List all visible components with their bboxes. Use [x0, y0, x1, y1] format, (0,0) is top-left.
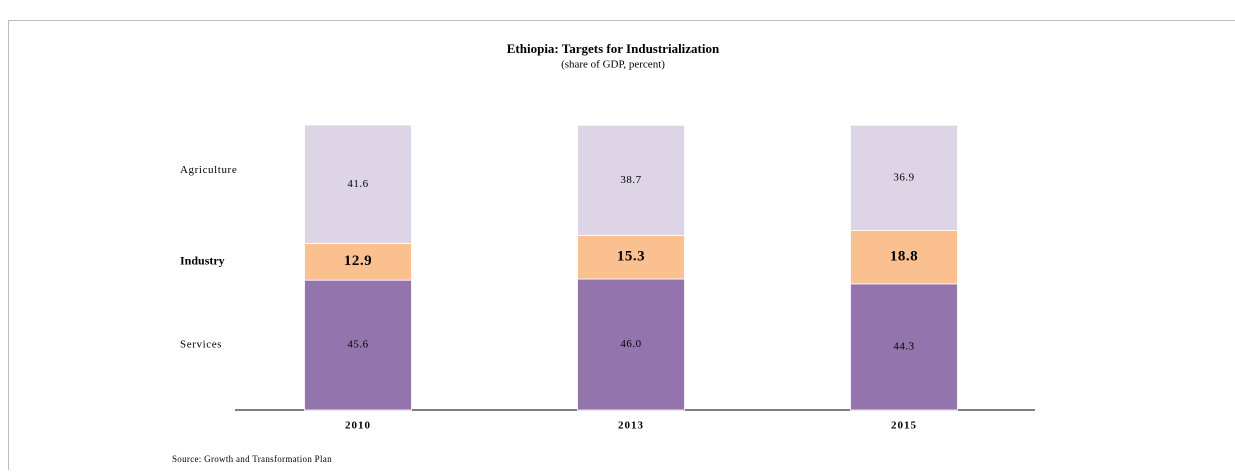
x-tick-label: 2015 [891, 420, 917, 432]
value-label: 46.0 [620, 338, 641, 350]
chart-title: Ethiopia: Targets for Industrialization [507, 41, 720, 56]
value-label: 38.7 [620, 174, 641, 186]
value-label: 18.8 [890, 249, 918, 265]
series-label: Industry [180, 254, 225, 268]
value-label: 41.6 [347, 178, 368, 190]
value-label: 15.3 [617, 249, 645, 265]
chart-subtitle: (share of GDP, percent) [561, 59, 665, 71]
value-label: 36.9 [893, 171, 914, 183]
value-label: 44.3 [893, 340, 914, 352]
source-note: Source: Growth and Transformation Plan [172, 454, 332, 464]
series-label: Agriculture [180, 164, 237, 176]
x-tick-label: 2013 [618, 420, 644, 432]
value-label: 12.9 [344, 253, 372, 269]
series-label: Services [180, 339, 222, 351]
value-label: 45.6 [347, 339, 368, 351]
x-tick-label: 2010 [345, 420, 371, 432]
